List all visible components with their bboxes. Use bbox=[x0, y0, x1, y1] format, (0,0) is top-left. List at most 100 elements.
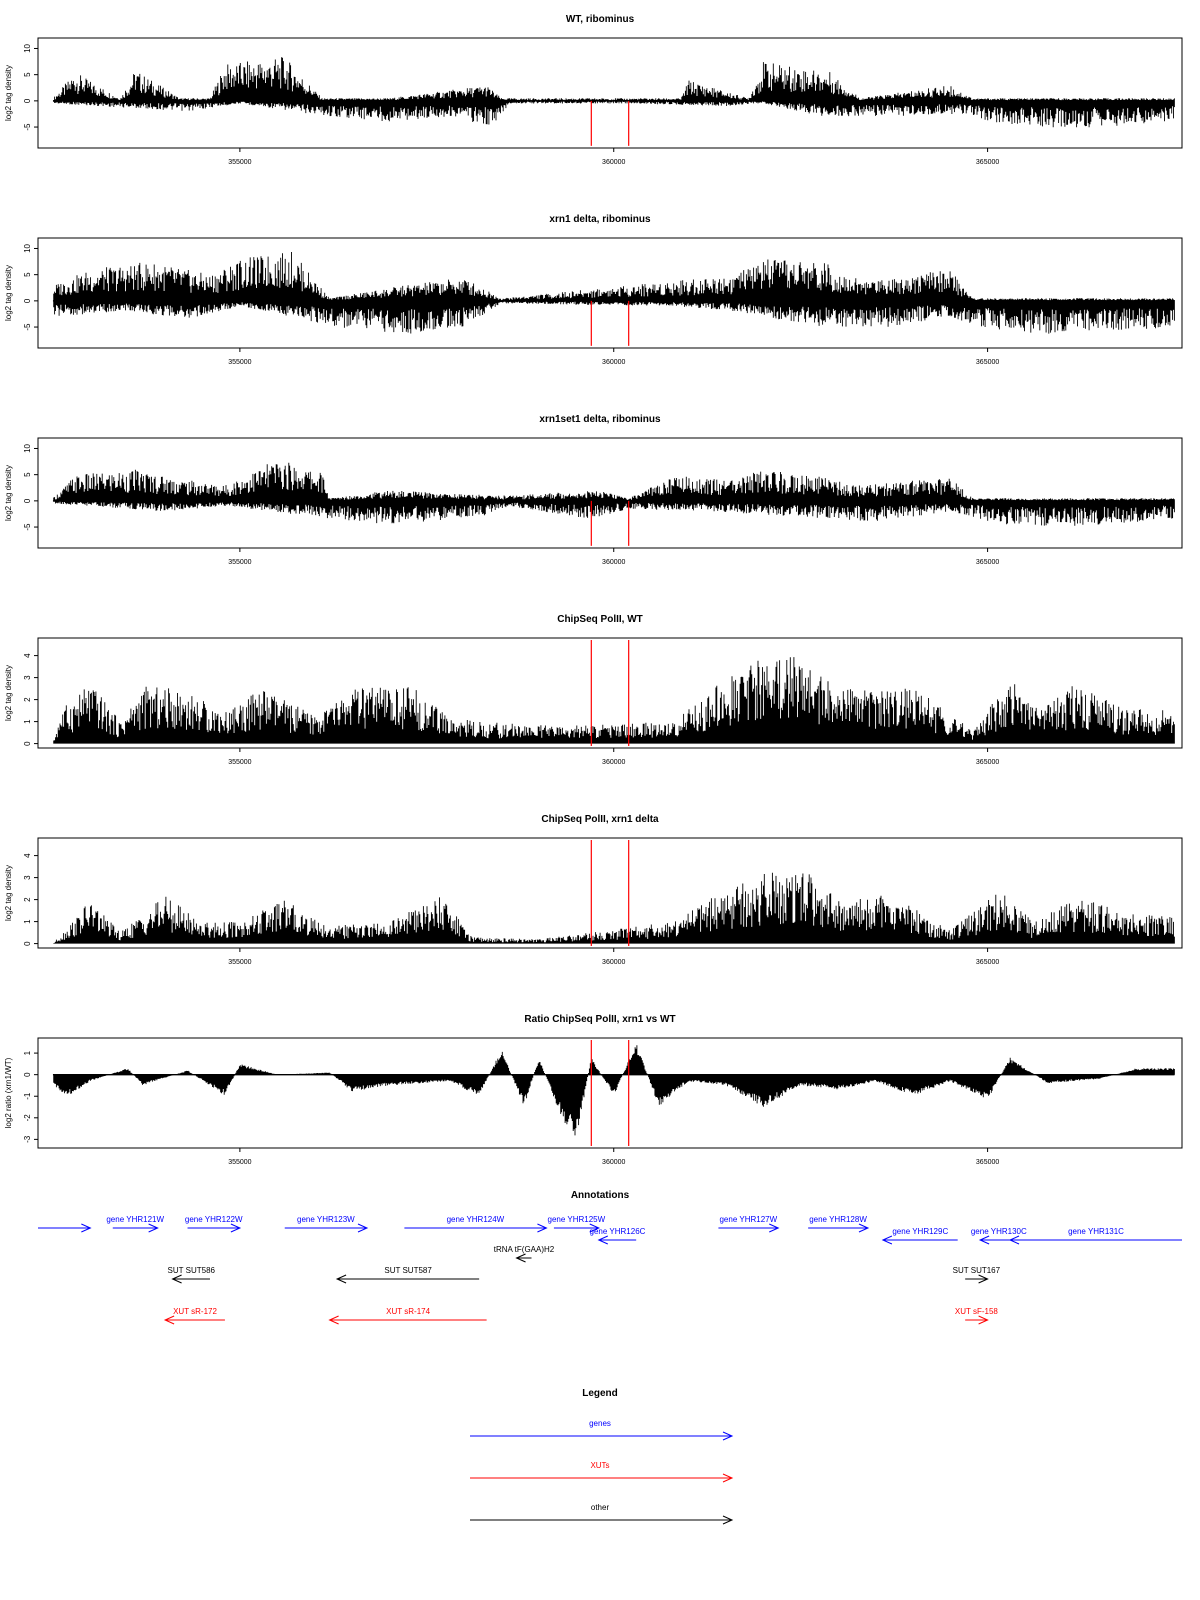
panel-title: Ratio ChipSeq PolII, xrn1 vs WT bbox=[524, 1014, 675, 1025]
legend-item: other bbox=[470, 1503, 734, 1525]
annotations-title: Annotations bbox=[571, 1190, 630, 1201]
signal-bars bbox=[53, 872, 1175, 944]
y-axis-label: log2 tag density bbox=[4, 65, 13, 121]
feature-arrowhead bbox=[515, 1253, 526, 1263]
feature-arrowhead bbox=[163, 1315, 175, 1325]
legend-label: XUTs bbox=[590, 1461, 609, 1470]
feature-label: gene YHR121W bbox=[106, 1215, 164, 1224]
y-tick-label: 4 bbox=[23, 653, 32, 658]
annotation-feature: SUT SUT167 bbox=[953, 1266, 1001, 1284]
series-minus bbox=[53, 300, 1175, 334]
series-ratio bbox=[53, 1045, 1175, 1136]
legend-arrowhead bbox=[722, 1473, 734, 1483]
x-tick-label: 355000 bbox=[228, 559, 251, 566]
y-tick-label: 10 bbox=[23, 443, 32, 452]
y-tick-label: 5 bbox=[23, 72, 32, 77]
legend-item: genes bbox=[470, 1419, 734, 1441]
annotations-panel: Annotations gene YHR121W gene YHR122W gene … bbox=[38, 1190, 1182, 1325]
legend-title: Legend bbox=[582, 1388, 618, 1399]
x-tick-label: 360000 bbox=[602, 159, 625, 166]
annotation-feature: XUT sR-172 bbox=[163, 1307, 225, 1325]
y-tick-label: 3 bbox=[23, 875, 32, 880]
feature-arrowhead bbox=[978, 1274, 989, 1284]
legend-arrowhead bbox=[722, 1431, 734, 1441]
y-tick-label: 1 bbox=[23, 919, 32, 924]
y-tick-label: 4 bbox=[23, 853, 32, 858]
signal-bars bbox=[53, 100, 1175, 128]
panel-title: ChipSeq PolII, xrn1 delta bbox=[541, 814, 659, 825]
annotation-feature: SUT SUT586 bbox=[168, 1266, 216, 1284]
annotation-feature: gene YHR128W bbox=[808, 1215, 870, 1233]
y-tick-label: 2 bbox=[23, 697, 32, 702]
feature-label: gene YHR129C bbox=[892, 1227, 948, 1236]
panel-2: xrn1 delta, ribominus log2 tag density -5 0… bbox=[4, 214, 1183, 366]
annotation-feature: gene YHR131C bbox=[1008, 1227, 1182, 1245]
plot-frame bbox=[37, 437, 1183, 549]
y-tick-label: 1 bbox=[23, 1050, 32, 1055]
x-tick-label: 365000 bbox=[976, 359, 999, 366]
y-axis-label: log2 tag density bbox=[4, 665, 13, 721]
series-plus bbox=[53, 657, 1175, 744]
feature-label: gene YHR122W bbox=[185, 1215, 243, 1224]
annotation-feature: gene YHR127W bbox=[718, 1215, 780, 1233]
x-tick-label: 355000 bbox=[228, 759, 251, 766]
plot-frame bbox=[37, 37, 1183, 149]
annotation-feature: XUT sR-174 bbox=[328, 1307, 487, 1325]
legend-label: other bbox=[591, 1503, 610, 1512]
feature-label: SUT SUT586 bbox=[168, 1266, 216, 1275]
feature-label: XUT sR-174 bbox=[386, 1307, 430, 1316]
y-tick-label: -5 bbox=[23, 523, 32, 531]
x-tick-label: 365000 bbox=[976, 759, 999, 766]
plot-frame bbox=[37, 237, 1183, 349]
signal-bars bbox=[53, 657, 1175, 744]
feature-arrowhead bbox=[589, 1223, 601, 1233]
feature-arrowhead bbox=[597, 1235, 608, 1245]
y-tick-label: -3 bbox=[23, 1135, 32, 1143]
series-minus bbox=[53, 100, 1175, 128]
feature-label: SUT SUT587 bbox=[384, 1266, 432, 1275]
legend-label: genes bbox=[589, 1419, 611, 1428]
feature-arrowhead bbox=[537, 1223, 548, 1233]
x-tick-label: 365000 bbox=[976, 159, 999, 166]
feature-arrowhead bbox=[357, 1223, 369, 1233]
signal-bars bbox=[53, 500, 1175, 526]
x-tick-label: 355000 bbox=[228, 959, 251, 966]
panel-4: ChipSeq PolII, WT log2 tag density 0 1 2 3 4 35… bbox=[4, 614, 1183, 766]
panel-title: WT, ribominus bbox=[566, 14, 635, 25]
feature-label: tRNA tF(GAA)H2 bbox=[494, 1245, 555, 1254]
panel-1: WT, ribominus log2 tag density -5 0 5 10 35500… bbox=[4, 14, 1183, 166]
legend-arrowhead bbox=[722, 1515, 734, 1525]
feature-label: gene YHR125W bbox=[548, 1215, 606, 1224]
y-tick-label: 5 bbox=[23, 272, 32, 277]
feature-arrowhead bbox=[148, 1223, 159, 1233]
feature-arrowhead bbox=[858, 1223, 870, 1233]
feature-label: gene YHR123W bbox=[297, 1215, 355, 1224]
y-tick-label: -1 bbox=[23, 1092, 32, 1100]
annotation-feature: XUT sF-158 bbox=[955, 1307, 998, 1325]
annotation-feature: gene YHR126C bbox=[590, 1227, 646, 1245]
signal-bars bbox=[53, 462, 1175, 501]
feature-label: gene YHR127W bbox=[719, 1215, 777, 1224]
series-minus bbox=[53, 500, 1175, 526]
series-plus bbox=[53, 57, 1175, 101]
annotation-feature: gene YHR124W bbox=[404, 1215, 548, 1233]
feature-label: gene YHR126C bbox=[590, 1227, 646, 1236]
panel-title: ChipSeq PolII, WT bbox=[557, 614, 643, 625]
annotation-feature: gene YHR123W bbox=[284, 1215, 369, 1233]
series-plus bbox=[53, 252, 1175, 301]
annotation-feature: gene YHR121W bbox=[106, 1215, 164, 1233]
annotation-feature: SUT SUT587 bbox=[335, 1266, 480, 1284]
plot-frame bbox=[37, 837, 1183, 949]
y-axis-label: log2 ratio (xrn1/WT) bbox=[4, 1057, 13, 1128]
y-tick-label: 5 bbox=[23, 472, 32, 477]
x-tick-label: 355000 bbox=[228, 1159, 251, 1166]
signal-bars bbox=[53, 57, 1175, 101]
panel-title: xrn1set1 delta, ribominus bbox=[539, 414, 661, 425]
feature-label: XUT sR-172 bbox=[173, 1307, 217, 1316]
annotation-feature: gene YHR125W bbox=[548, 1215, 606, 1233]
y-tick-label: 10 bbox=[23, 243, 32, 252]
x-tick-label: 360000 bbox=[602, 559, 625, 566]
signal-bars bbox=[53, 252, 1175, 301]
panel-6: Ratio ChipSeq PolII, xrn1 vs WT log2 rati… bbox=[4, 1014, 1183, 1166]
